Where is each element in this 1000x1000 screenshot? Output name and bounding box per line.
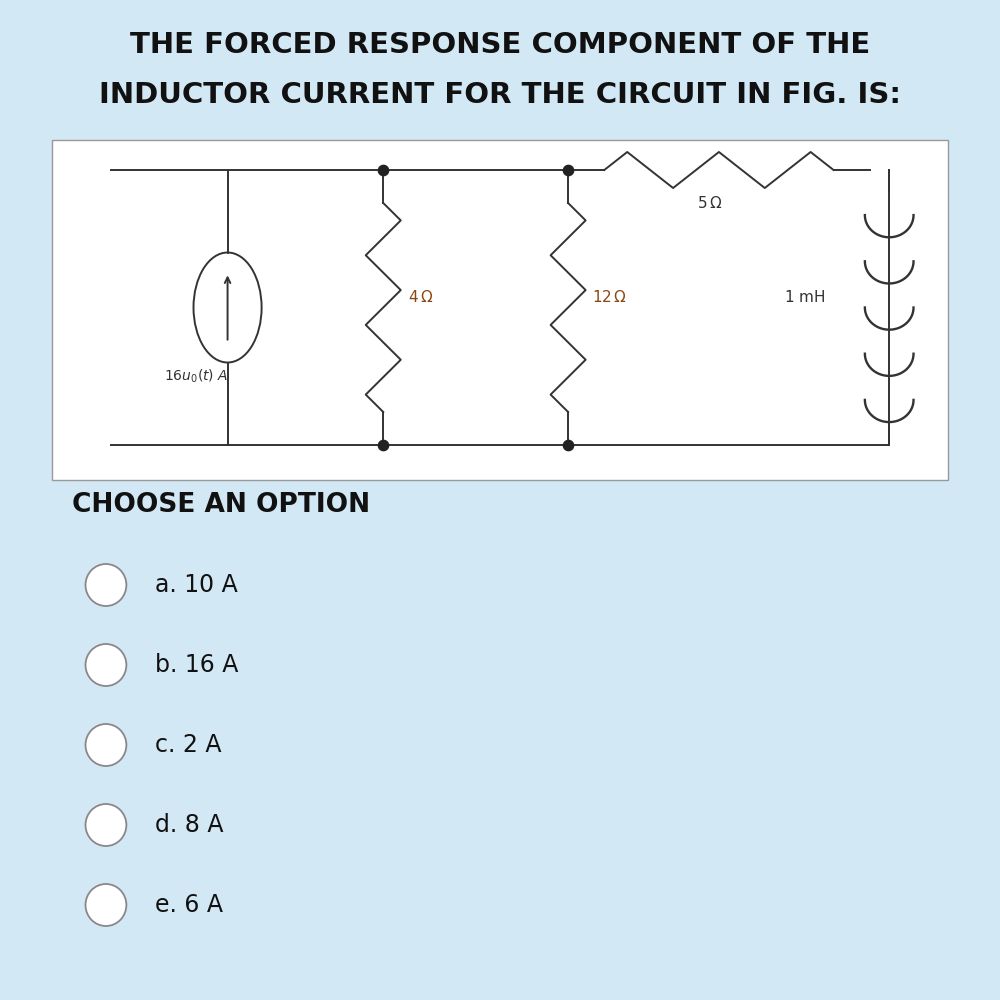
Text: $1\ \mathrm{mH}$: $1\ \mathrm{mH}$: [784, 290, 826, 306]
Text: c. 2 A: c. 2 A: [155, 733, 221, 757]
Circle shape: [86, 804, 126, 846]
Point: [560, 162, 576, 178]
Text: $5\,\Omega$: $5\,\Omega$: [697, 195, 722, 211]
Text: b. 16 A: b. 16 A: [155, 653, 238, 677]
Circle shape: [86, 564, 126, 606]
Text: e. 6 A: e. 6 A: [155, 893, 223, 917]
Text: $12\,\Omega$: $12\,\Omega$: [592, 290, 627, 306]
Bar: [52, 140, 948, 480]
Point: [560, 437, 576, 453]
Text: CHOOSE AN OPTION: CHOOSE AN OPTION: [72, 492, 370, 518]
Point: [375, 437, 391, 453]
Text: d. 8 A: d. 8 A: [155, 813, 223, 837]
Text: a. 10 A: a. 10 A: [155, 573, 237, 597]
Text: THE FORCED RESPONSE COMPONENT OF THE: THE FORCED RESPONSE COMPONENT OF THE: [130, 31, 870, 59]
Text: $4\,\Omega$: $4\,\Omega$: [408, 290, 433, 306]
Circle shape: [86, 644, 126, 686]
Circle shape: [86, 884, 126, 926]
Text: INDUCTOR CURRENT FOR THE CIRCUIT IN FIG. IS:: INDUCTOR CURRENT FOR THE CIRCUIT IN FIG.…: [99, 81, 901, 109]
Point: [375, 162, 391, 178]
Circle shape: [86, 724, 126, 766]
Text: $16u_0(t)\ A$: $16u_0(t)\ A$: [164, 367, 229, 385]
